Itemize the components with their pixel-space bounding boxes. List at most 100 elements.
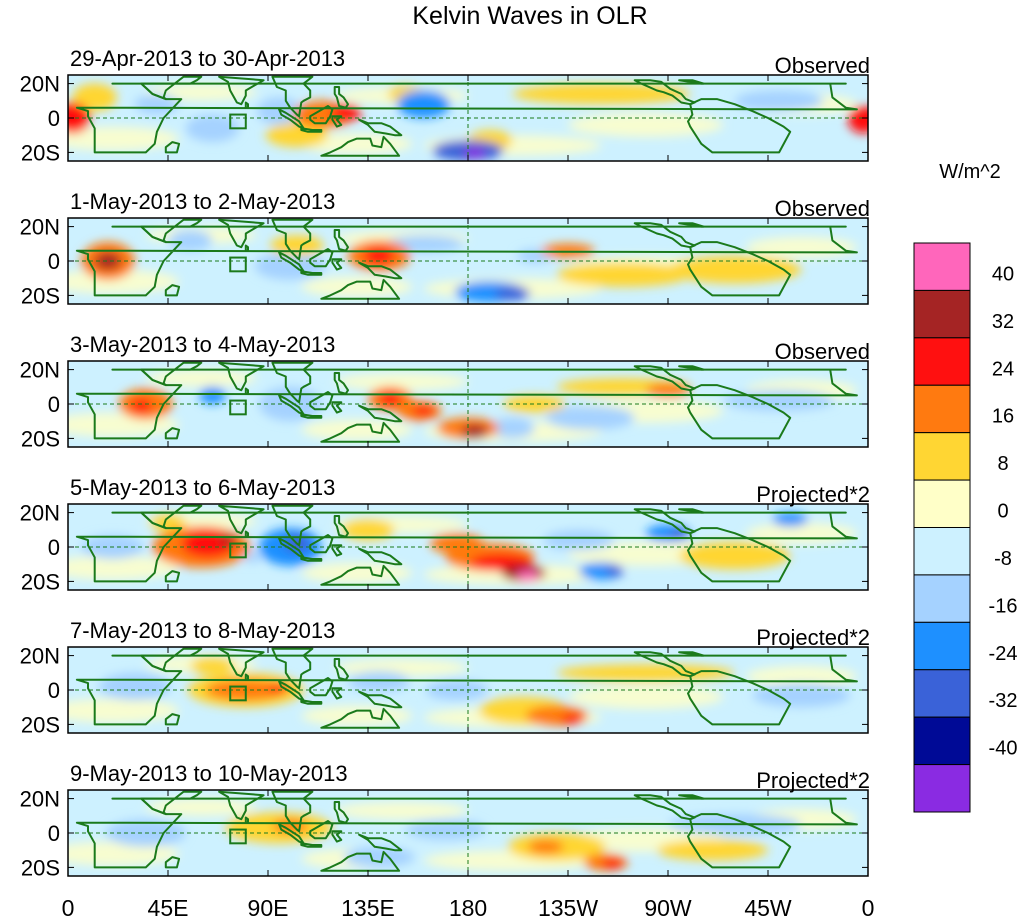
y-tick-label: 20S xyxy=(21,855,60,880)
panel-3: 20N 0 20S 3-May-2013 to 4-May-2013 Observed xyxy=(20,332,870,451)
panel-2: 20N 0 20S 1-May-2013 to 2-May-2013 Observed xyxy=(20,189,870,308)
anomaly-blob xyxy=(561,714,583,724)
anomaly-blob xyxy=(528,840,564,854)
colorbar: W/m^2 4032241680-8-16-24-32-40 xyxy=(914,161,1017,812)
x-tick-label: 0 xyxy=(62,895,75,920)
anomaly-blob xyxy=(364,247,395,264)
anomaly-blob xyxy=(406,819,486,840)
background-patch xyxy=(46,127,179,151)
x-tick-label: 0 xyxy=(862,895,875,920)
kelvin-wave-figure: Kelvin Waves in OLR 20N020S29-Apr-2013 t… xyxy=(0,0,1021,920)
anomaly-blob xyxy=(168,230,212,251)
colorbar-level: 0 xyxy=(997,501,1008,523)
panel-date-range: 3-May-2013 to 4-May-2013 xyxy=(70,332,335,357)
x-axis: 0 45E 90E 135E 180 135W 90W 45W 0 xyxy=(62,895,875,920)
anomaly-blob xyxy=(344,847,415,868)
panel-date-range: 5-May-2013 to 6-May-2013 xyxy=(70,475,335,500)
colorbar-level: 32 xyxy=(992,311,1014,333)
anomaly-blob xyxy=(512,84,690,105)
anomaly-blob xyxy=(397,90,450,118)
colorbar-swatch xyxy=(914,243,970,290)
y-tick-label: 20N xyxy=(20,215,60,240)
panel-5: 20N 0 20S 7-May-2013 to 8-May-2013 Projected… xyxy=(20,618,870,737)
anomaly-blob xyxy=(464,147,486,157)
colorbar-swatch xyxy=(914,338,970,385)
anomaly-blob xyxy=(541,244,594,258)
anomaly-blob xyxy=(601,859,623,869)
background-patch xyxy=(46,556,179,580)
anomaly-blob xyxy=(557,664,735,681)
y-tick-label: 20S xyxy=(21,712,60,737)
colorbar-swatch xyxy=(914,528,970,575)
panel-1: 20N 0 20S 29-Apr-2013 to 30-Apr-2013 Observe… xyxy=(20,46,879,165)
panel-date-range: 1-May-2013 to 2-May-2013 xyxy=(70,189,335,214)
anomaly-blob xyxy=(752,683,850,707)
y-tick-label: 20S xyxy=(21,426,60,451)
colorbar-level: -32 xyxy=(989,690,1018,712)
panel-type-label: Projected*2 xyxy=(756,768,870,793)
y-tick-label: 20N xyxy=(20,501,60,526)
background-patch xyxy=(335,373,468,390)
y-tick-label: 0 xyxy=(48,106,60,131)
background-patch xyxy=(568,685,724,709)
anomaly-blob xyxy=(199,387,226,404)
colorbar-swatch xyxy=(914,385,970,432)
x-tick-label: 45W xyxy=(744,895,792,920)
anomaly-blob xyxy=(735,90,824,111)
y-tick-label: 0 xyxy=(48,678,60,703)
panel-date-range: 9-May-2013 to 10-May-2013 xyxy=(70,761,348,786)
chart-title: Kelvin Waves in OLR xyxy=(412,2,647,30)
y-tick-label: 20S xyxy=(21,140,60,165)
colorbar-label: W/m^2 xyxy=(939,161,1001,183)
panel-type-label: Projected*2 xyxy=(756,625,870,650)
colorbar-swatch xyxy=(914,575,970,622)
y-tick-label: 0 xyxy=(48,392,60,417)
anomaly-blob xyxy=(461,425,488,439)
anomaly-blob xyxy=(772,513,808,527)
colorbar-swatch xyxy=(914,670,970,717)
anomaly-blob xyxy=(190,657,234,674)
panel-6: 20N 0 20S 9-May-2013 to 10-May-2013 Projecte… xyxy=(20,761,870,880)
x-tick-label: 135E xyxy=(341,895,395,920)
background-patch xyxy=(335,659,468,676)
colorbar-swatch xyxy=(914,765,970,812)
background-patch xyxy=(46,699,179,723)
x-tick-label: 45E xyxy=(148,895,189,920)
colorbar-level: -8 xyxy=(994,548,1012,570)
anomaly-blob xyxy=(517,571,539,581)
x-tick-label: 90W xyxy=(644,895,692,920)
colorbar-level: -24 xyxy=(989,643,1018,665)
anomaly-blob xyxy=(668,256,801,284)
y-tick-label: 20N xyxy=(20,644,60,669)
panel-type-label: Observed xyxy=(775,53,870,78)
y-tick-label: 20S xyxy=(21,283,60,308)
colorbar-level: -16 xyxy=(989,595,1018,617)
colorbar-level: 24 xyxy=(992,358,1014,380)
panel-date-range: 29-Apr-2013 to 30-Apr-2013 xyxy=(70,46,345,71)
x-tick-label: 90E xyxy=(248,895,289,920)
anomaly-blob xyxy=(546,406,635,430)
colorbar-swatch xyxy=(914,622,970,669)
anomaly-blob xyxy=(606,566,624,576)
panel-type-label: Observed xyxy=(775,339,870,364)
colorbar-level: 40 xyxy=(992,263,1014,285)
anomaly-blob xyxy=(657,840,768,861)
panel-group: 20N 0 20S 29-Apr-2013 to 30-Apr-2013 Observe… xyxy=(20,46,879,880)
y-tick-label: 0 xyxy=(48,821,60,846)
background-patch xyxy=(568,113,724,137)
y-tick-label: 0 xyxy=(48,249,60,274)
y-tick-label: 0 xyxy=(48,535,60,560)
anomaly-blob xyxy=(495,287,531,301)
background-patch xyxy=(335,802,468,819)
y-tick-label: 20N xyxy=(20,787,60,812)
panel-type-label: Observed xyxy=(775,196,870,221)
panel-4: 20N020S5-May-2013 to 6-May-2013 Projected… xyxy=(20,475,870,594)
panel-date-range: 7-May-2013 to 8-May-2013 xyxy=(70,618,335,643)
y-tick-label: 20N xyxy=(20,72,60,97)
colorbar-swatch xyxy=(914,290,970,337)
colorbar-level: 16 xyxy=(992,406,1014,428)
colorbar-swatch xyxy=(914,433,970,480)
anomaly-blob xyxy=(130,399,152,413)
x-tick-label: 135W xyxy=(538,895,598,920)
colorbar-swatch xyxy=(914,480,970,527)
